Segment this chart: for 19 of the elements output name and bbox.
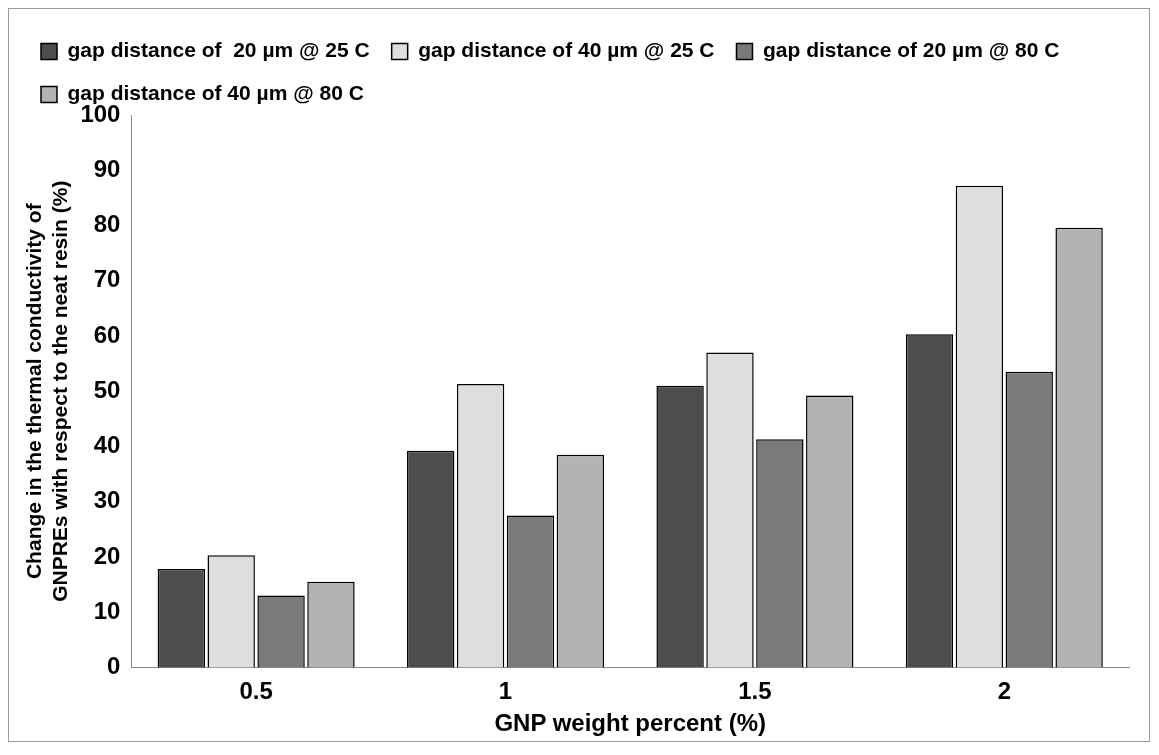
x-tick-label: 0.5 (239, 677, 273, 705)
y-tick-label: 80 (93, 210, 121, 238)
y-tick-label: 30 (93, 486, 121, 514)
legend-label: gap distance of 20 µm @ 25 C (67, 38, 370, 62)
y-axis-title: Change in the thermal conductivity of GNPREs with respect to the neat resin (%) (22, 180, 71, 602)
y-tick-label: 90 (93, 154, 121, 182)
y-tick-label: 20 (93, 541, 121, 569)
y-tick-label: 50 (93, 375, 121, 403)
y-tick-label: 40 (93, 431, 121, 459)
x-tick-label: 1 (498, 677, 513, 705)
x-tick-label: 1.5 (738, 677, 772, 705)
y-tick-label: 0 (107, 652, 121, 680)
legend-label: gap distance of 20 µm @ 80 C (762, 38, 1060, 62)
legend-label: gap distance of 40 µm @ 25 C (418, 38, 715, 62)
y-tick-label: 60 (93, 320, 121, 348)
y-tick-label: 10 (93, 596, 121, 624)
y-tick-label: 70 (93, 265, 121, 293)
x-axis-title: GNP weight percent (%) (494, 709, 767, 737)
x-tick-label: 2 (997, 677, 1011, 705)
